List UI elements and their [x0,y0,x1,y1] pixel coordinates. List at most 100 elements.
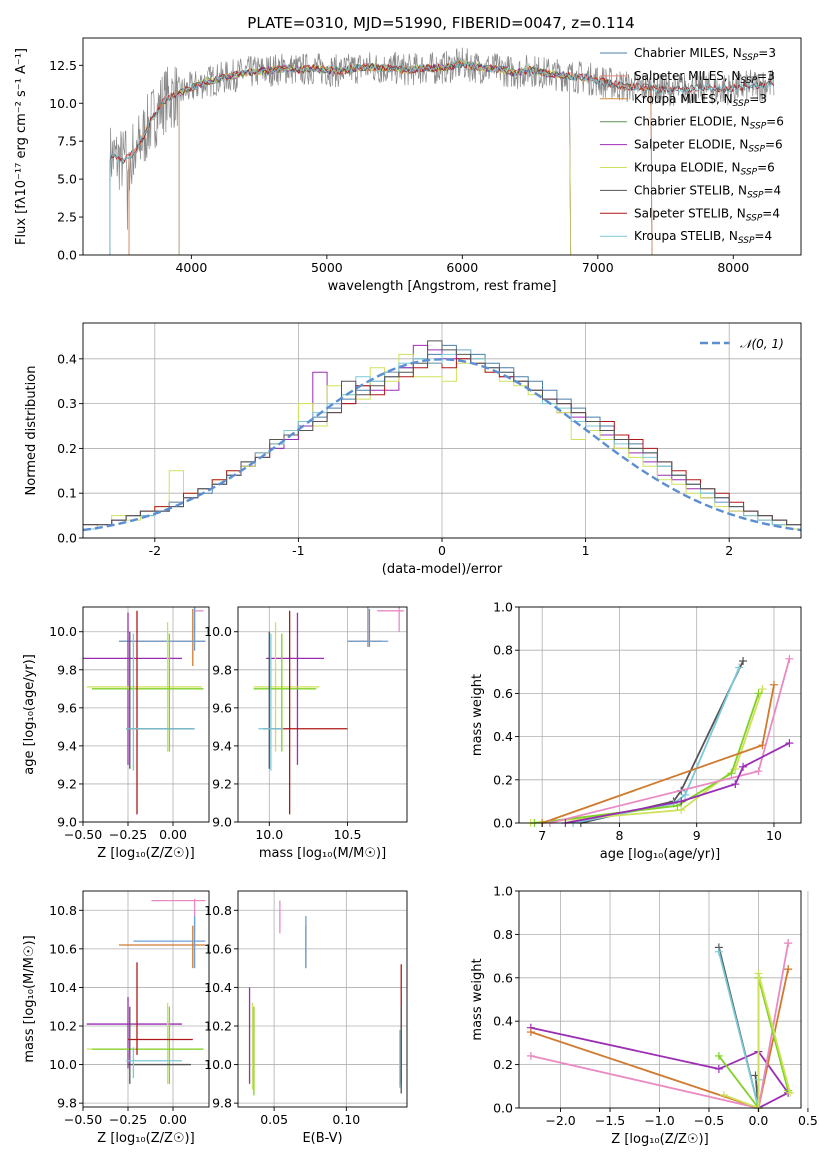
model-spectrum-kroupa-stelib [109,59,774,255]
y-tick-label: 0.8 [493,643,513,658]
x-tick-label: 10.0 [255,827,283,842]
y-tick-label: 10.6 [49,941,77,956]
errorbar-point [377,607,404,632]
x-tick-label: 0.00 [159,827,187,842]
age-vs-Z-axes: −0.50 −0.25 0.00 9.0 9.2 9.4 9.6 9.8 10.0 Z [log₁… [22,606,210,861]
axes-frame [237,890,408,1108]
x-tick-label: 7 [538,828,546,843]
x-tick-label: −0.25 [109,1112,147,1127]
errorbar-point [277,610,348,815]
legend-entry: Salpeter ELODIE, NSSP=6 [600,138,783,155]
weight-marker [739,657,748,665]
y-tick-label: 9.4 [212,738,232,753]
model-spectrum-salpeter-elodie [178,60,572,256]
weight-marker [714,1051,723,1060]
residuals-marks [82,340,802,532]
normal-legend: 𝒩(0, 1) [700,337,784,351]
x-tick-label: 9 [693,828,701,843]
y-tick-label: 0.0 [493,816,513,831]
axes-frame [82,37,802,256]
weight-vs-age-marks [526,654,794,827]
y-tick-label: 10.2 [204,1019,232,1034]
y-tick-label: 1.0 [493,600,513,615]
y-tick-label: 0.0 [493,1101,513,1116]
errorbar-point [86,622,202,752]
y-tick-label: 0.1 [57,486,77,501]
legend-entry: Kroupa STELIB, NSSP=4 [600,229,772,246]
weight-marker [677,797,686,806]
y-tick-label: 10.0 [49,1057,77,1072]
y-tick-label: 9.2 [57,776,77,791]
y-tick-label: 0.4 [493,1014,513,1029]
y-tick-label: 0.4 [57,351,77,366]
y-axis-label: Normed distribution [24,366,39,496]
y-tick-label: 9.6 [57,700,77,715]
x-tick-label: 7000 [582,260,614,275]
weight-line [718,951,760,1109]
x-tick-label: -1 [292,543,304,558]
errorbar-point [193,607,204,632]
y-tick-label: 10.4 [204,980,232,995]
legend-label: Kroupa ELODIE, NSSP=6 [634,161,775,178]
weight-marker [714,947,723,956]
legend-label: Salpeter MILES, NSSP=3 [634,69,775,86]
y-tick-label: 9.8 [212,662,232,677]
errorbar-point [253,622,320,752]
y-axis-label: mass [log₁₀(M/M☉)] [22,935,37,1062]
legend-label: Salpeter ELODIE, NSSP=6 [634,138,783,155]
y-tick-label: 10.0 [204,624,232,639]
y-tick-label: 10.4 [49,980,77,995]
y-tick-label: 10.0 [49,624,77,639]
x-tick-label: -2 [149,543,161,558]
y-axis-label: mass weight [470,958,485,1040]
errorbar-point [92,633,204,752]
legend-label: Salpeter STELIB, NSSP=4 [634,206,780,223]
weight-marker [784,965,793,974]
age-vs-mass-grid [238,607,407,823]
errorbar-point [126,1047,182,1079]
spectrum-legend: Chabrier MILES, NSSP=3 Salpeter MILES, NS… [600,46,784,246]
x-tick-label: 0.0 [749,1113,769,1128]
y-tick-label: 0.3 [57,396,77,411]
weight-line [572,667,741,824]
spectrum-axes: 4000 5000 6000 7000 8000 0.0 2.5 5.0 7.5 10.0 12.5… [14,37,802,294]
x-tick-label: 2 [725,543,733,558]
x-tick-label: 0.00 [159,1112,187,1127]
weight-line [530,688,764,824]
y-tick-label: 10.8 [204,903,232,918]
weight-marker [677,806,686,815]
axes-frame [82,890,210,1108]
errorbar-point [128,1006,191,1084]
y-tick-label: 10.8 [49,903,77,918]
spectrum-plot: 4000 5000 6000 7000 8000 0.0 2.5 5.0 7.5 10.0 12.5… [14,37,802,294]
y-tick-label: 0.2 [57,441,77,456]
weight-line [549,658,791,824]
y-tick-label: 9.4 [57,738,77,753]
y-axis-label: age [log₁₀(age/yr)] [22,654,37,775]
errorbar-point [119,925,206,969]
weight-vs-age-grid [519,606,801,824]
y-tick-label: 0.0 [57,248,77,263]
errorbar-point [86,997,182,1069]
y-tick-label: 0.2 [493,772,513,787]
weight-marker [526,1051,535,1060]
x-tick-label: −1.5 [595,1113,625,1128]
mass-vs-Z-grid [82,891,209,1107]
weight-marker [526,1028,535,1037]
y-tick-label: 0.4 [493,729,513,744]
weight-marker [785,739,794,748]
weight-marker [673,801,682,810]
legend-label: Kroupa STELIB, NSSP=4 [634,229,772,246]
x-tick-label: 10.5 [334,827,362,842]
y-tick-label: 9.6 [212,700,232,715]
y-tick-label: 0.6 [493,686,513,701]
weight-marker [754,767,763,776]
weight-marker [739,762,748,771]
x-tick-label: 4000 [175,260,207,275]
x-axis-label: mass [log₁₀(M/M☉)] [259,846,386,861]
weight-line [580,660,744,824]
axes-frame [237,606,408,823]
y-tick-label: 0.6 [493,970,513,985]
y-tick-label: 9.8 [212,1096,232,1111]
age-vs-Z-marks [83,607,206,815]
